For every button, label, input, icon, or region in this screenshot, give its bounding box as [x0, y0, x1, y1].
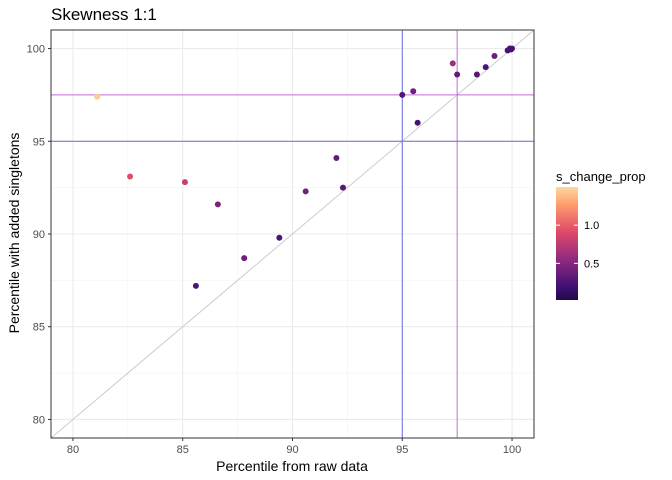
identity-line [51, 30, 534, 438]
x-tick-label: 80 [67, 444, 79, 456]
y-tick-label: 100 [27, 44, 45, 56]
y-axis-title: Percentile with added singletons [6, 133, 22, 334]
data-point [127, 173, 134, 180]
data-point [214, 201, 221, 208]
y-tick-label: 90 [33, 229, 45, 241]
legend-title: s_change_prop [556, 169, 646, 184]
legend-colorbar [556, 187, 578, 300]
data-point [410, 88, 417, 95]
legend-break-label: 0.5 [584, 258, 599, 270]
y-tick-label: 85 [33, 322, 45, 334]
data-point [181, 179, 188, 186]
data-point [339, 184, 346, 191]
data-point [241, 255, 248, 262]
x-axis-ticks: 80 85 90 95 100 [67, 438, 521, 456]
x-tick-label: 85 [177, 444, 189, 456]
data-point [449, 60, 456, 67]
panel-content [51, 30, 534, 438]
x-tick-label: 95 [396, 444, 408, 456]
data-point [333, 154, 340, 161]
y-tick-label: 95 [33, 136, 45, 148]
data-point [491, 52, 498, 59]
data-point [276, 234, 283, 241]
data-point [454, 71, 461, 78]
data-point [507, 46, 514, 53]
data-point [94, 93, 101, 100]
y-axis-ticks: 80 85 90 95 100 [27, 44, 51, 426]
color-legend: s_change_prop 0.5 1.0 [556, 169, 646, 300]
x-axis-title: Percentile from raw data [216, 458, 368, 474]
data-point [473, 71, 480, 78]
data-point [399, 91, 406, 98]
data-point [482, 64, 489, 71]
x-tick-label: 100 [503, 444, 521, 456]
legend-break-label: 1.0 [584, 220, 599, 232]
data-point [414, 119, 421, 126]
y-tick-label: 80 [33, 414, 45, 426]
data-point [302, 188, 309, 195]
plot-panel [50, 29, 535, 439]
chart-title: Skewness 1:1 [51, 5, 157, 24]
x-tick-label: 90 [286, 444, 298, 456]
data-point [192, 282, 199, 289]
